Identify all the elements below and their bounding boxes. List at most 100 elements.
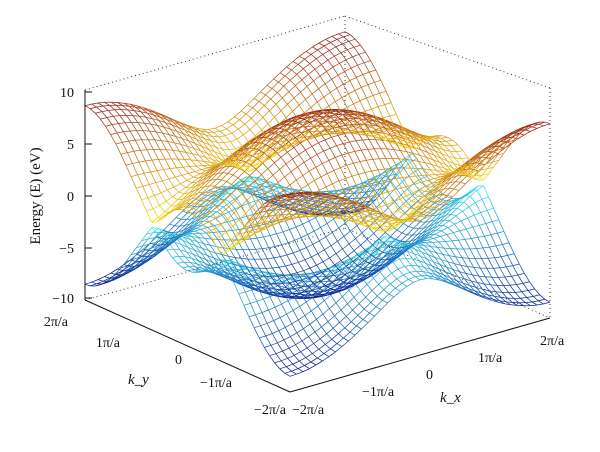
- mesh-line: [367, 315, 375, 323]
- mesh-line: [283, 336, 291, 341]
- mesh-line: [343, 283, 350, 291]
- mesh-line: [279, 163, 287, 170]
- mesh-line: [229, 260, 236, 270]
- mesh-line: [245, 206, 253, 214]
- mesh-line: [187, 210, 193, 215]
- mesh-line: [307, 276, 314, 282]
- mesh-line: [391, 268, 399, 274]
- mesh-line: [287, 147, 295, 153]
- mesh-line: [317, 292, 323, 296]
- mesh-line: [504, 275, 512, 278]
- mesh-line: [283, 339, 290, 349]
- mesh-line: [438, 241, 445, 249]
- mesh-line: [301, 280, 308, 282]
- mesh-line: [436, 271, 443, 278]
- mesh-line: [393, 290, 401, 298]
- mesh-line: [418, 189, 425, 197]
- mesh-line: [294, 188, 302, 194]
- mesh-line: [230, 273, 238, 277]
- mesh-line: [206, 232, 213, 234]
- mesh-line: [289, 279, 296, 285]
- mesh-line: [285, 264, 292, 267]
- mesh-line: [150, 123, 158, 126]
- mesh-line: [412, 189, 420, 196]
- mesh-line: [269, 104, 277, 112]
- mesh-line: [351, 315, 359, 323]
- mesh-line: [178, 229, 184, 233]
- mesh-line: [166, 248, 174, 251]
- mesh-line: [492, 159, 499, 163]
- mesh-line: [471, 237, 478, 239]
- mesh-line: [308, 217, 316, 222]
- mesh-line: [171, 236, 178, 239]
- mesh-line: [139, 262, 145, 266]
- mesh-line: [263, 236, 269, 248]
- mesh-line: [322, 203, 330, 206]
- mesh-line: [413, 279, 421, 283]
- mesh-line: [383, 283, 391, 290]
- mesh-line: [299, 250, 306, 260]
- mesh-line: [426, 258, 434, 263]
- mesh-line: [187, 269, 195, 272]
- mesh-line: [270, 197, 277, 203]
- mesh-line: [181, 244, 187, 253]
- mesh-line: [130, 259, 136, 262]
- mesh-line: [483, 283, 491, 286]
- mesh-line: [281, 198, 289, 204]
- mesh-line: [480, 168, 488, 171]
- mesh-line: [210, 173, 218, 181]
- mesh-line: [477, 235, 485, 238]
- mesh-line: [338, 327, 346, 334]
- mesh-line: [416, 211, 423, 217]
- mesh-line: [431, 265, 438, 273]
- mesh-line: [244, 273, 251, 281]
- mesh-line: [200, 269, 206, 272]
- mesh-line: [252, 288, 258, 292]
- mesh-line: [260, 85, 268, 93]
- mesh-line: [160, 232, 167, 237]
- mesh-line: [283, 184, 291, 191]
- mesh-line: [357, 308, 365, 316]
- mesh-line: [207, 228, 215, 233]
- mesh-line: [255, 312, 263, 316]
- mesh-line: [405, 195, 413, 202]
- mesh-line: [253, 91, 261, 99]
- mesh-line: [473, 267, 481, 269]
- mesh-line: [392, 254, 398, 260]
- mesh-line: [287, 242, 294, 254]
- mesh-line: [397, 250, 404, 254]
- mesh-line: [297, 368, 304, 372]
- mesh-line: [268, 288, 274, 294]
- mesh-line: [303, 323, 311, 330]
- mesh-line: [207, 255, 213, 263]
- mesh-line: [375, 174, 381, 177]
- mesh-line: [475, 198, 483, 203]
- mesh-line: [258, 179, 266, 183]
- mesh-line: [162, 246, 169, 251]
- mesh-line: [401, 226, 409, 234]
- mesh-line: [416, 246, 424, 250]
- mesh-line: [250, 237, 258, 240]
- mesh-line: [299, 357, 306, 362]
- mesh-line: [204, 138, 212, 142]
- mesh-line: [285, 158, 293, 165]
- mesh-line: [485, 161, 493, 165]
- mesh-line: [450, 248, 456, 257]
- mesh-line: [452, 232, 459, 241]
- mesh-line: [382, 131, 390, 136]
- mesh-line: [452, 202, 460, 210]
- mesh-line: [428, 237, 434, 239]
- mesh-line: [166, 149, 173, 151]
- mesh-line: [377, 236, 385, 242]
- mesh-line: [182, 240, 189, 248]
- mesh-line: [118, 122, 126, 124]
- mesh-line: [312, 42, 320, 48]
- mesh-line: [416, 168, 424, 170]
- mesh-line: [305, 357, 312, 363]
- mesh-line: [348, 279, 356, 284]
- mesh-line: [479, 163, 486, 167]
- mesh-line: [395, 247, 402, 253]
- mesh-line: [430, 144, 438, 148]
- mesh-line: [166, 237, 172, 240]
- mesh-line: [160, 238, 168, 246]
